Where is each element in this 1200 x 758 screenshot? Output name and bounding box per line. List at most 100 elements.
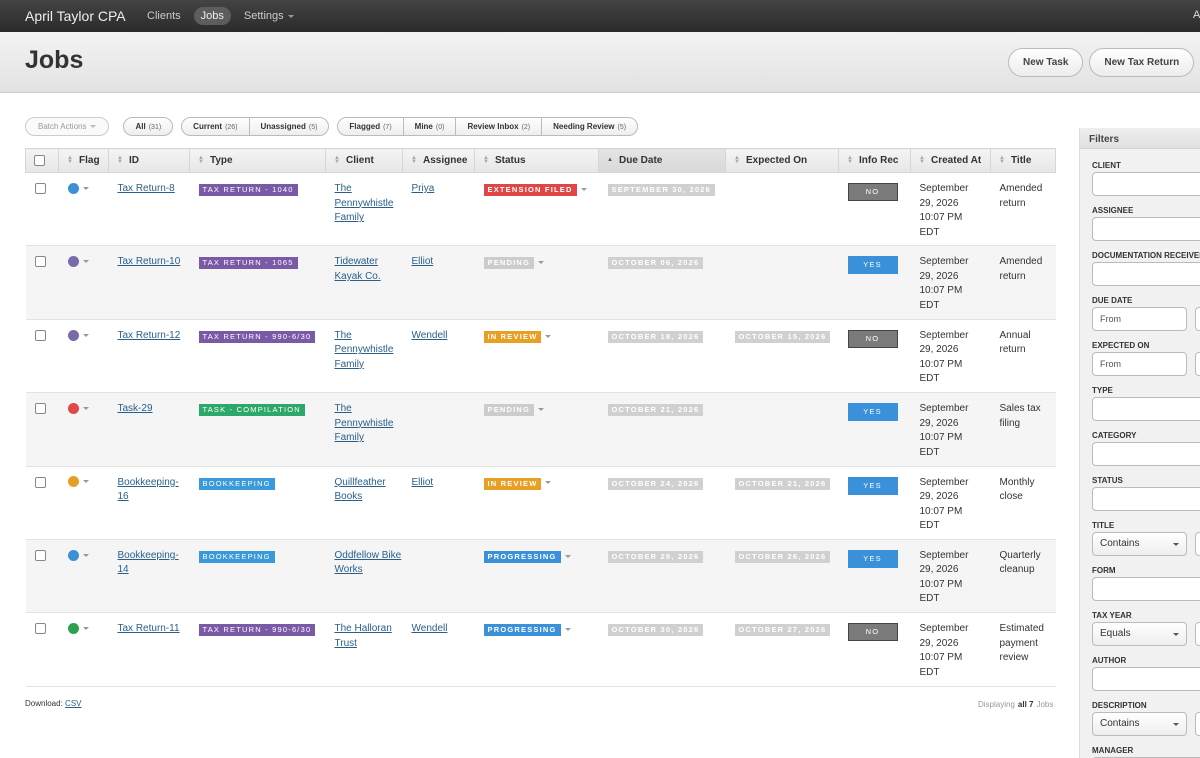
filter-input[interactable] (1092, 397, 1200, 421)
filter-input[interactable] (1092, 262, 1200, 286)
filter-button[interactable]: All (31) (124, 118, 172, 135)
filter-select[interactable]: Contains (1092, 532, 1187, 556)
status-badge[interactable]: PROGRESSING (483, 624, 561, 637)
header-button[interactable]: New Task (1008, 48, 1084, 77)
column-header[interactable]: ▲ ▼ Created At (910, 148, 991, 173)
job-id[interactable]: Tax Return-11 (117, 623, 180, 635)
job-id[interactable]: Bookkeeping-16 (117, 476, 179, 503)
checkbox[interactable] (34, 183, 46, 194)
info-rec-badge[interactable]: NO (847, 329, 898, 348)
column-header[interactable]: ▲ ▼ Expected On (725, 148, 839, 173)
filter-select[interactable]: Contains (1092, 712, 1187, 736)
column-header[interactable]: ▲ ▼ Assignee (402, 148, 475, 173)
brand[interactable]: April Taylor CPA (25, 8, 126, 24)
nav-link[interactable]: Jobs (193, 7, 231, 25)
batch-actions[interactable]: Batch Actions (25, 117, 110, 136)
client-link[interactable]: The Halloran Trust (334, 623, 392, 649)
filter-input[interactable] (1092, 172, 1200, 196)
csv-link[interactable]: CSV (65, 699, 82, 708)
info-rec-badge[interactable]: YES (847, 549, 898, 568)
filter-button[interactable]: Flagged (7) (338, 118, 402, 135)
user-menu[interactable]: A (1193, 9, 1200, 21)
status-badge[interactable]: PENDING (483, 257, 535, 270)
info-rec-badge[interactable]: YES (847, 476, 898, 495)
assignee-link[interactable]: Priya (411, 183, 435, 194)
column-header[interactable]: ▲ ▼ Flag (58, 148, 109, 173)
info-rec-cell: NO (838, 319, 911, 394)
info-rec-badge[interactable]: YES (847, 403, 898, 422)
filter-input[interactable] (1092, 217, 1200, 241)
filter-input[interactable] (1195, 307, 1200, 331)
flag-dot[interactable] (67, 256, 79, 268)
checkbox[interactable] (34, 155, 45, 166)
column-header[interactable]: ▲ ▼ Client (325, 148, 403, 173)
filter-input[interactable]: From (1092, 352, 1187, 376)
flag-dot[interactable] (67, 329, 79, 341)
column-header[interactable]: ▲ ▼ ID (108, 148, 190, 173)
flag-dot[interactable] (67, 182, 79, 194)
filter-label: Review Inbox (467, 122, 519, 131)
info-rec-badge[interactable]: YES (847, 256, 898, 275)
flag-cell (58, 612, 109, 687)
info-rec-cell: YES (838, 539, 911, 614)
filter-input[interactable] (1092, 487, 1200, 511)
filter-button[interactable]: Current (26) (182, 118, 248, 135)
filter-input[interactable] (1195, 712, 1200, 736)
client-link[interactable]: Oddfellow Bike Works (334, 549, 402, 576)
filter-button[interactable]: Needing Review (5) (541, 118, 637, 135)
checkbox[interactable] (34, 623, 46, 635)
status-badge[interactable]: PROGRESSING (483, 550, 561, 563)
status-badge[interactable]: EXTENSION FILED (483, 184, 577, 196)
info-rec-badge[interactable]: NO (847, 623, 898, 642)
job-id[interactable]: Tax Return-12 (117, 329, 181, 341)
column-header[interactable]: ▲ ▼ Status (474, 148, 599, 173)
filter-button[interactable]: Review Inbox (2) (455, 118, 541, 135)
checkbox[interactable] (34, 256, 46, 268)
filter-button[interactable]: Mine (0) (402, 118, 456, 135)
client-link[interactable]: The Pennywhistle Family (334, 403, 394, 444)
filter-input[interactable]: From (1092, 307, 1187, 331)
client-link[interactable]: The Pennywhistle Family (334, 183, 394, 223)
client-link[interactable]: Quillfeather Books (334, 476, 386, 503)
flag-dot[interactable] (67, 476, 79, 488)
job-id[interactable]: Bookkeeping-14 (117, 549, 179, 576)
assignee-link[interactable]: Elliot (411, 476, 434, 488)
column-header[interactable]: ▲ ▼ Title (990, 148, 1056, 173)
filter-input[interactable] (1195, 352, 1200, 376)
filter-field: FORM (1080, 557, 1200, 602)
checkbox[interactable] (34, 329, 46, 341)
filter-input[interactable] (1092, 667, 1200, 691)
checkbox[interactable] (34, 476, 46, 488)
nav-link[interactable]: Settings (237, 7, 301, 25)
status-badge[interactable]: IN REVIEW (483, 477, 542, 490)
info-rec-badge[interactable]: NO (847, 183, 898, 201)
job-id[interactable]: Tax Return-10 (117, 256, 181, 268)
assignee-link[interactable]: Elliot (411, 256, 434, 268)
column-header[interactable]: ▲ Due Date (598, 148, 726, 173)
filter-input[interactable] (1092, 577, 1200, 601)
nav-link[interactable]: Clients (140, 7, 188, 25)
checkbox[interactable] (34, 403, 46, 415)
filter-input[interactable] (1195, 532, 1200, 556)
client-link[interactable]: The Pennywhistle Family (334, 329, 394, 370)
assignee-link[interactable]: Wendell (411, 623, 448, 635)
flag-dot[interactable] (67, 549, 79, 561)
job-id[interactable]: Task-29 (117, 403, 153, 415)
assignee-link[interactable]: Wendell (411, 329, 448, 341)
flag-dot[interactable] (67, 403, 79, 415)
status-badge[interactable]: PENDING (483, 404, 535, 417)
checkbox[interactable] (34, 549, 46, 561)
job-id[interactable]: Tax Return-8 (117, 183, 175, 194)
status-badge[interactable]: IN REVIEW (483, 330, 542, 343)
due-date-cell: OCTOBER 21, 2026 (598, 392, 726, 467)
flag-dot[interactable] (67, 623, 79, 635)
filter-button[interactable]: Unassigned (5) (248, 118, 329, 135)
client-link[interactable]: Tidewater Kayak Co. (334, 256, 381, 282)
filter-select[interactable]: Equals (1092, 622, 1187, 646)
header-button[interactable]: New Tax Return (1089, 48, 1195, 77)
filter-input[interactable] (1195, 622, 1200, 646)
column-header[interactable]: ▲ ▼ Type (189, 148, 326, 173)
caret (82, 186, 89, 190)
column-header[interactable]: ▲ ▼ Info Rec (838, 148, 911, 173)
filter-input[interactable] (1092, 442, 1200, 466)
